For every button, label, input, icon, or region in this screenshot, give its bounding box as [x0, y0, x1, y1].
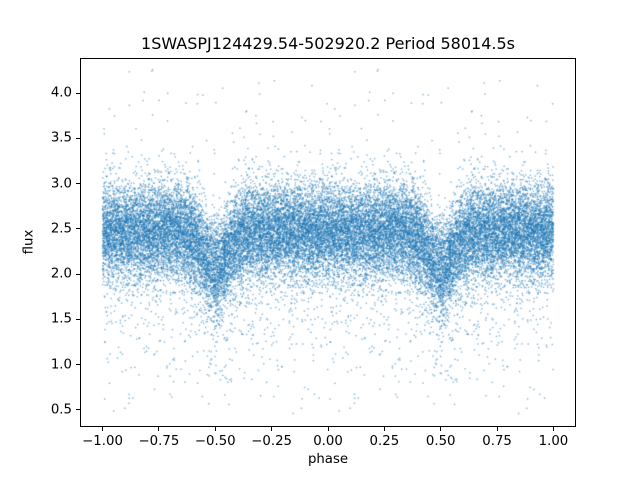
y-tick-label: 4.0 — [50, 85, 72, 101]
chart-title: 1SWASPJ124429.54-502920.2 Period 58014.5… — [141, 34, 515, 53]
y-tick-mark — [76, 273, 80, 275]
y-tick-mark — [76, 92, 80, 94]
x-tick-mark — [496, 427, 498, 431]
x-axis-label: phase — [307, 452, 349, 467]
x-tick-label: −0.50 — [194, 434, 236, 449]
x-tick-mark — [383, 427, 385, 431]
x-tick-label: 1.00 — [538, 434, 569, 449]
y-tick-mark — [76, 409, 80, 411]
y-tick-label: 1.0 — [50, 357, 72, 373]
x-tick-label: 0.50 — [425, 434, 456, 449]
x-tick-label: −1.00 — [82, 434, 123, 449]
scatter-canvas — [80, 58, 576, 427]
y-tick-label: 1.5 — [50, 311, 72, 327]
x-tick-label: 0.75 — [482, 434, 512, 449]
x-tick-mark — [158, 427, 160, 431]
y-tick-label: 3.0 — [50, 176, 72, 192]
x-tick-mark — [214, 427, 216, 431]
y-tick-mark — [76, 137, 80, 139]
x-tick-mark — [552, 427, 554, 431]
x-tick-mark — [327, 427, 329, 431]
x-tick-mark — [271, 427, 273, 431]
x-tick-mark — [440, 427, 442, 431]
y-tick-mark — [76, 183, 80, 185]
y-tick-mark — [76, 318, 80, 320]
y-tick-label: 2.5 — [50, 221, 72, 237]
x-tick-label: −0.75 — [138, 434, 180, 449]
y-axis-label: flux — [21, 229, 37, 255]
y-tick-label: 3.5 — [50, 130, 72, 146]
x-tick-mark — [102, 427, 104, 431]
y-tick-label: 0.5 — [50, 402, 72, 418]
x-tick-label: 0.25 — [369, 434, 400, 449]
y-tick-mark — [76, 364, 80, 366]
x-tick-label: −0.25 — [251, 434, 292, 449]
y-tick-label: 2.0 — [50, 266, 72, 282]
x-tick-label: 0.00 — [313, 434, 343, 449]
y-tick-mark — [76, 228, 80, 230]
